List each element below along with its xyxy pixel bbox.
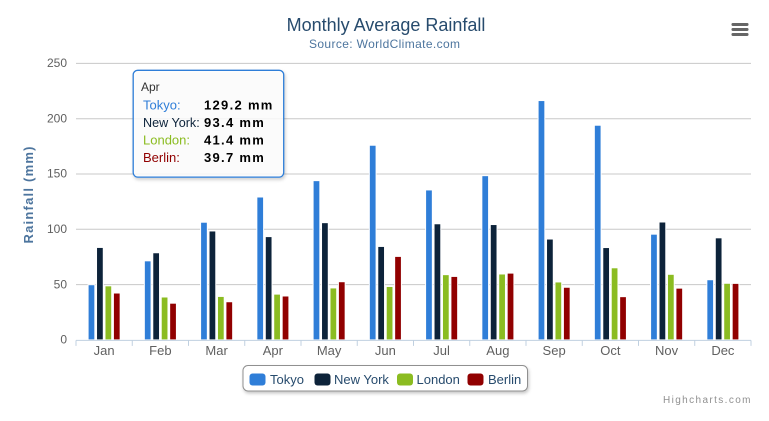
svg-text:Nov: Nov (655, 343, 679, 358)
svg-text:Oct: Oct (600, 343, 621, 358)
svg-text:0: 0 (60, 333, 67, 347)
svg-text:93.4 mm: 93.4 mm (204, 115, 265, 130)
svg-text:Berlin:: Berlin: (143, 150, 180, 165)
svg-text:Source: WorldClimate.com: Source: WorldClimate.com (309, 37, 460, 51)
svg-text:Feb: Feb (149, 343, 171, 358)
svg-text:150: 150 (47, 167, 67, 181)
svg-text:Apr: Apr (263, 343, 284, 358)
svg-text:Mar: Mar (205, 343, 228, 358)
svg-text:129.2 mm: 129.2 mm (204, 98, 274, 113)
svg-text:100: 100 (47, 222, 67, 236)
svg-text:Tokyo:: Tokyo: (143, 98, 181, 113)
svg-text:May: May (317, 343, 342, 358)
svg-text:Jul: Jul (433, 343, 450, 358)
svg-text:Highcharts.com: Highcharts.com (663, 395, 751, 406)
svg-text:London:: London: (143, 133, 190, 148)
svg-text:50: 50 (54, 277, 68, 291)
svg-text:Berlin: Berlin (488, 372, 521, 387)
svg-text:Tokyo: Tokyo (270, 372, 304, 387)
svg-text:250: 250 (47, 56, 67, 70)
svg-text:Jun: Jun (375, 343, 396, 358)
svg-text:New York: New York (334, 372, 389, 387)
svg-text:Monthly Average Rainfall: Monthly Average Rainfall (287, 15, 486, 35)
svg-text:New York:: New York: (143, 116, 200, 130)
svg-text:Dec: Dec (711, 343, 735, 358)
svg-text:London: London (417, 372, 460, 387)
svg-text:Aug: Aug (486, 343, 509, 358)
svg-text:Rainfall (mm): Rainfall (mm) (21, 147, 36, 244)
svg-text:Apr: Apr (141, 80, 160, 94)
svg-text:Jan: Jan (94, 343, 115, 358)
svg-text:Sep: Sep (543, 343, 566, 358)
svg-text:41.4 mm: 41.4 mm (204, 133, 265, 148)
svg-text:200: 200 (47, 111, 67, 125)
svg-text:39.7 mm: 39.7 mm (204, 150, 265, 165)
